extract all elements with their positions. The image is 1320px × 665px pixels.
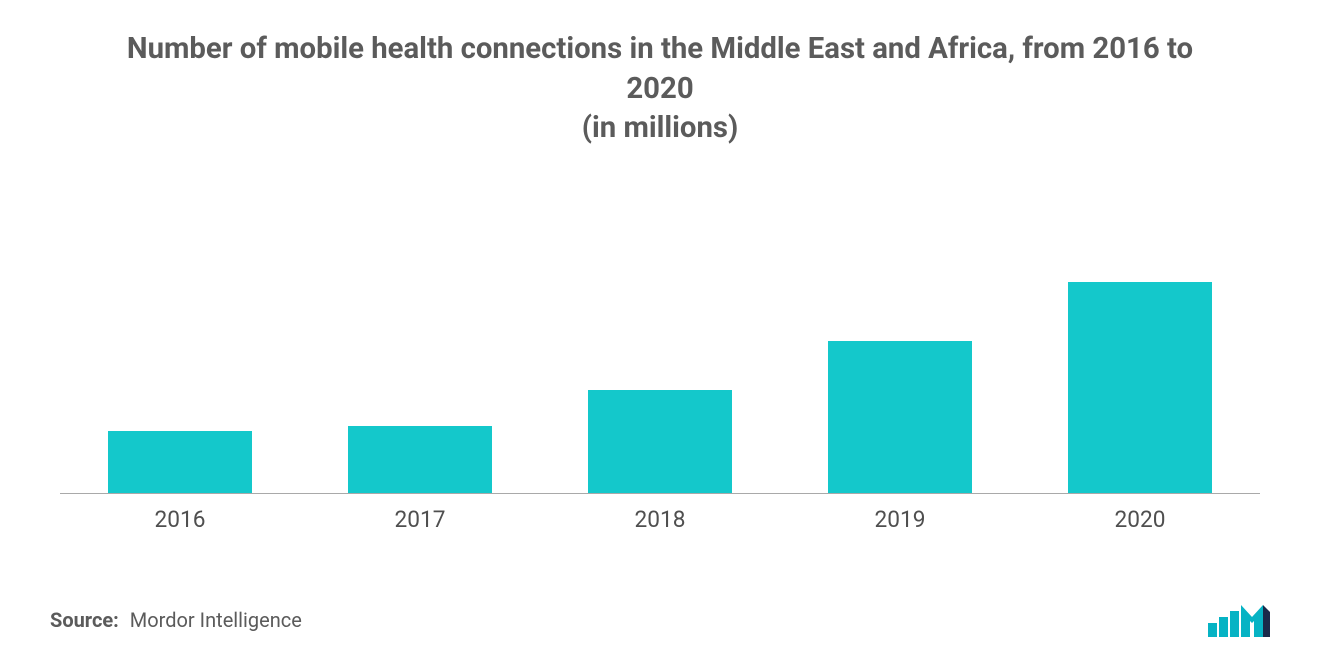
- bar-slot: [60, 179, 300, 494]
- source-prefix: Source:: [50, 608, 119, 632]
- footer: Source: Mordor Intelligence: [40, 603, 1280, 645]
- x-axis-baseline: [60, 493, 1260, 494]
- bar-slot: [540, 179, 780, 494]
- x-label: 2019: [780, 506, 1020, 533]
- chart-container: Number of mobile health connections in t…: [0, 0, 1320, 665]
- bars-group: [60, 179, 1260, 494]
- bar-2018: [588, 390, 732, 494]
- bar-slot: [300, 179, 540, 494]
- mordor-logo-icon: [1208, 603, 1270, 637]
- x-label: 2020: [1020, 506, 1260, 533]
- bar-2017: [348, 426, 492, 494]
- source-name: Mordor Intelligence: [130, 608, 302, 632]
- chart-title-line1: Number of mobile health connections in t…: [127, 32, 1193, 106]
- bar-slot: [1020, 179, 1260, 494]
- bar-2020: [1068, 282, 1212, 494]
- x-axis-labels: 2016 2017 2018 2019 2020: [60, 506, 1260, 533]
- chart-title-line2: (in millions): [582, 111, 739, 145]
- source-line: Source: Mordor Intelligence: [50, 608, 302, 632]
- plot-area: [60, 179, 1260, 494]
- mordor-logo: [1208, 603, 1270, 637]
- x-label: 2018: [540, 506, 780, 533]
- bar-slot: [780, 179, 1020, 494]
- x-label: 2017: [300, 506, 540, 533]
- x-label: 2016: [60, 506, 300, 533]
- bar-2016: [108, 431, 252, 494]
- bar-2019: [828, 341, 972, 494]
- chart-title: Number of mobile health connections in t…: [110, 30, 1210, 149]
